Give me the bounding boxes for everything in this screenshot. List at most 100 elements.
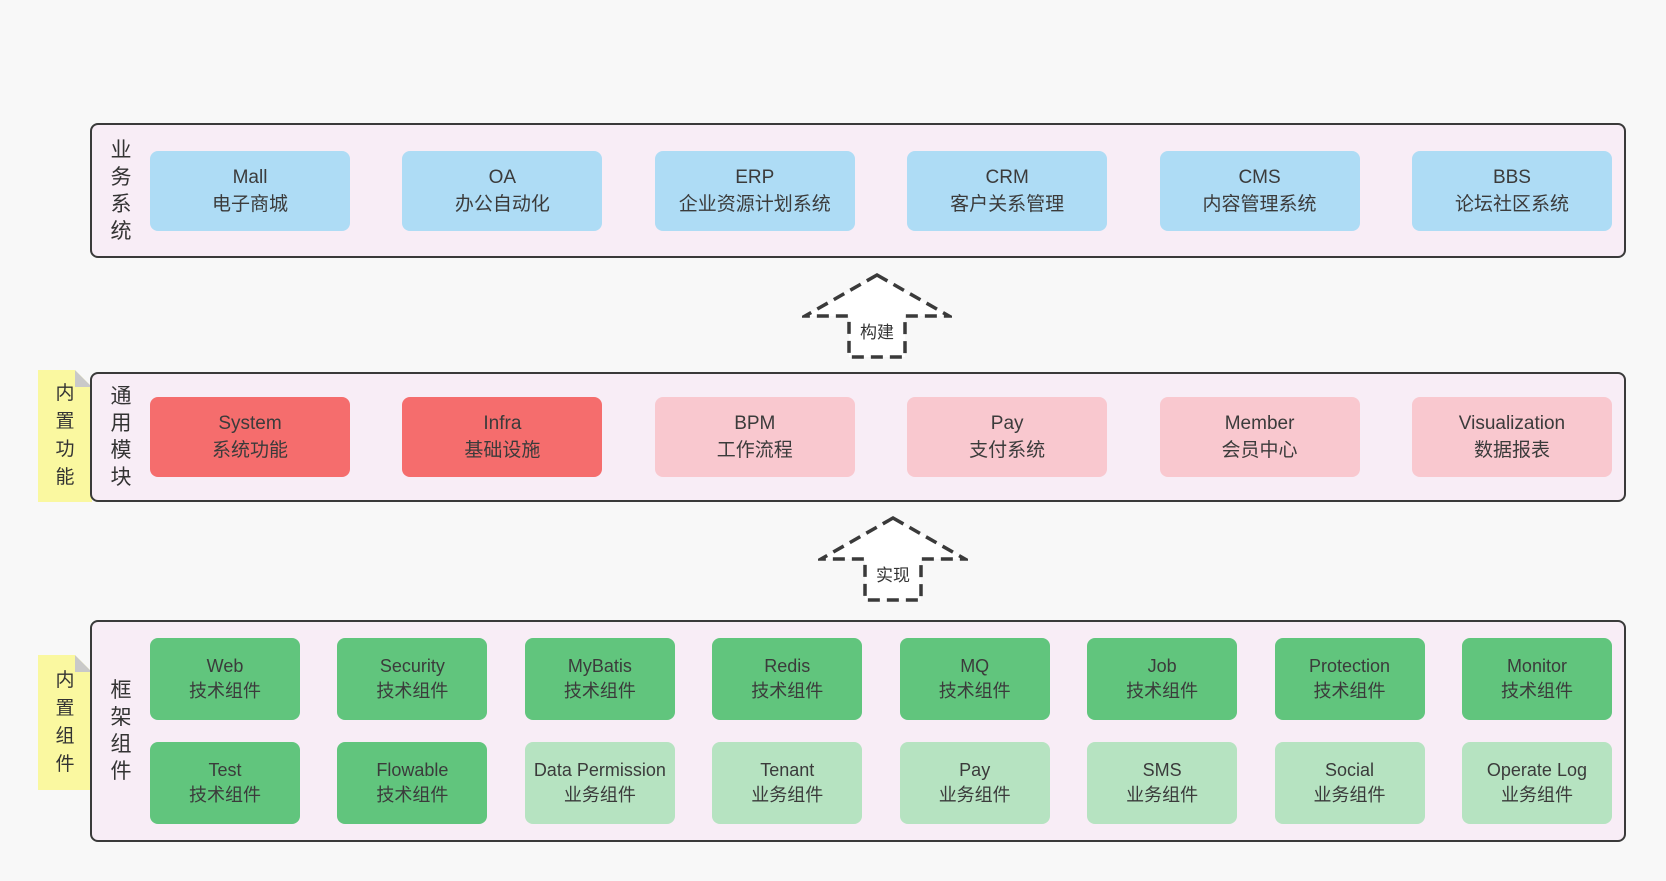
sticky-tag-built-in-components: 内置组件 <box>38 655 92 790</box>
box-name: MyBatis <box>567 656 632 676</box>
sticky-tag-built-in-features: 内置功能 <box>38 370 92 502</box>
box-desc: 业务组件 <box>1500 785 1573 805</box>
box-name: Monitor <box>1506 656 1567 676</box>
arrow-label-implement: 实现 <box>876 566 910 585</box>
box-desc: 业务组件 <box>1126 785 1199 805</box>
box-desc: 系统功能 <box>211 440 288 461</box>
box-desc: 客户关系管理 <box>950 193 1065 215</box>
box-data-permission: Data Permission 业务组件 <box>524 742 675 824</box>
box-name: Data Permission <box>533 760 666 780</box>
box-mybatis: MyBatis 技术组件 <box>524 638 675 720</box>
box-name: Member <box>1224 413 1295 434</box>
section-label-modules: 通用模块 <box>110 385 132 489</box>
box-desc: 技术组件 <box>376 785 449 805</box>
up-arrow-icon <box>818 515 968 602</box>
box-name: Flowable <box>376 760 449 780</box>
modules-boxes-row: System 系统功能 Infra 基础设施 BPM 工作流程 Pay 支付系统… <box>150 374 1624 500</box>
box-name: Test <box>208 760 242 780</box>
box-name: ERP <box>735 166 775 188</box>
sticky-tag-label: 内置组件 <box>55 669 75 775</box>
box-cms: CMS 内容管理系统 <box>1159 150 1360 231</box>
box-bbs: BBS 论坛社区系统 <box>1411 150 1612 231</box>
dashed-up-arrow-implement: 实现 <box>818 515 968 603</box>
box-desc: 基础设施 <box>464 440 541 461</box>
box-social: Social 业务组件 <box>1274 742 1425 824</box>
box-name: Protection <box>1309 656 1391 676</box>
section-business-systems: 业务系统 Mall 电子商城 OA 办公自动化 ERP 企业资源计划系统 CRM… <box>90 123 1626 258</box>
box-desc: 技术组件 <box>189 785 261 805</box>
section-label-business: 业务系统 <box>110 138 132 243</box>
box-desc: 业务组件 <box>938 785 1011 805</box>
box-desc: 会员中心 <box>1221 440 1298 461</box>
box-crm: CRM 客户关系管理 <box>907 150 1108 231</box>
box-name: System <box>218 413 282 434</box>
box-name: Security <box>379 656 445 676</box>
box-job: Job 技术组件 <box>1087 638 1238 720</box>
components-boxes-grid: Web 技术组件 Security 技术组件 MyBatis 技术组件 Redi… <box>150 622 1624 840</box>
box-name: SMS <box>1142 760 1182 780</box>
box-name: Job <box>1147 656 1177 676</box>
components-row-2: Test 技术组件 Flowable 技术组件 Data Permission … <box>150 742 1612 824</box>
box-desc: 技术组件 <box>1126 681 1199 701</box>
sticky-tag-label: 内置功能 <box>55 383 75 488</box>
box-name: BPM <box>734 413 776 434</box>
box-security: Security 技术组件 <box>337 638 488 720</box>
box-desc: 内容管理系统 <box>1202 193 1317 215</box>
section-common-modules: 通用模块 System 系统功能 Infra 基础设施 BPM 工作流程 Pay… <box>90 372 1626 502</box>
box-name: MQ <box>960 656 990 676</box>
box-system: System 系统功能 <box>150 397 350 477</box>
box-sms: SMS 业务组件 <box>1087 742 1238 824</box>
box-desc: 电子商城 <box>211 193 288 215</box>
section-label-components: 框架组件 <box>110 679 132 783</box>
box-flowable: Flowable 技术组件 <box>337 742 488 824</box>
box-operate-log: Operate Log 业务组件 <box>1461 742 1612 824</box>
box-name: OA <box>488 166 517 188</box>
box-desc: 数据报表 <box>1473 440 1550 461</box>
box-desc: 技术组件 <box>1500 681 1573 701</box>
arrow-label-build: 构建 <box>860 323 894 342</box>
box-name: CMS <box>1238 166 1281 188</box>
box-desc: 支付系统 <box>969 440 1046 461</box>
box-desc: 技术组件 <box>751 681 824 701</box>
box-name: Pay <box>990 413 1024 434</box>
box-name: Operate Log <box>1486 760 1587 780</box>
box-name: Web <box>206 656 244 676</box>
box-name: Social <box>1325 760 1375 780</box>
box-erp: ERP 企业资源计划系统 <box>654 150 855 231</box>
up-arrow-icon <box>802 272 952 359</box>
box-name: Pay <box>959 760 991 780</box>
box-name: BBS <box>1492 166 1531 188</box>
box-monitor: Monitor 技术组件 <box>1461 638 1612 720</box>
box-mall: Mall 电子商城 <box>150 150 350 231</box>
box-test: Test 技术组件 <box>150 742 300 824</box>
box-redis: Redis 技术组件 <box>712 638 863 720</box>
box-desc: 业务组件 <box>751 785 824 805</box>
box-desc: 技术组件 <box>1313 681 1386 701</box>
box-mq: MQ 技术组件 <box>899 638 1050 720</box>
box-pay-component: Pay 业务组件 <box>899 742 1050 824</box>
box-oa: OA 办公自动化 <box>402 150 603 231</box>
box-visualization: Visualization 数据报表 <box>1411 397 1612 477</box>
box-pay-module: Pay 支付系统 <box>907 397 1108 477</box>
box-infra: Infra 基础设施 <box>402 397 603 477</box>
box-name: Infra <box>483 413 522 434</box>
box-desc: 论坛社区系统 <box>1454 193 1569 215</box>
box-name: CRM <box>985 166 1029 188</box>
box-desc: 工作流程 <box>716 440 793 461</box>
box-desc: 技术组件 <box>189 681 261 701</box>
box-desc: 技术组件 <box>938 681 1011 701</box>
box-member: Member 会员中心 <box>1159 397 1360 477</box>
components-row-1: Web 技术组件 Security 技术组件 MyBatis 技术组件 Redi… <box>150 638 1612 720</box>
box-desc: 业务组件 <box>563 785 636 805</box>
section-framework-components: 框架组件 Web 技术组件 Security 技术组件 MyBatis 技术组件… <box>90 620 1626 842</box>
box-desc: 业务组件 <box>1313 785 1386 805</box>
box-bpm: BPM 工作流程 <box>654 397 855 477</box>
box-desc: 技术组件 <box>563 681 636 701</box>
box-name: Redis <box>764 656 811 676</box>
box-desc: 技术组件 <box>376 681 449 701</box>
box-name: Tenant <box>760 760 815 780</box>
box-name: Visualization <box>1458 413 1566 434</box>
box-name: Mall <box>232 166 268 188</box>
box-desc: 企业资源计划系统 <box>678 193 831 215</box>
